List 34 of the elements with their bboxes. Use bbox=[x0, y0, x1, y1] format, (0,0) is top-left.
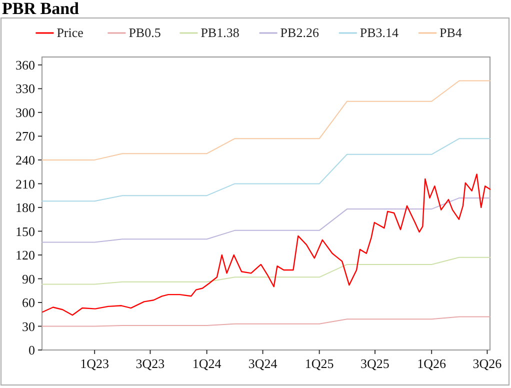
y-tick-label: 150 bbox=[16, 224, 35, 239]
y-tick-label: 240 bbox=[16, 152, 35, 168]
y-tick-label: 270 bbox=[16, 128, 35, 144]
x-tick-label: 3Q26 bbox=[472, 356, 502, 371]
x-tick-label: 1Q23 bbox=[80, 356, 110, 371]
line-series bbox=[42, 138, 490, 202]
x-tick-label: 3Q25 bbox=[360, 356, 390, 371]
x-tick-label: 3Q23 bbox=[136, 356, 165, 371]
y-tick-label: 60 bbox=[22, 295, 35, 310]
line-series bbox=[42, 316, 490, 327]
legend-label: PB4 bbox=[440, 25, 462, 40]
y-tick-label: 360 bbox=[16, 57, 35, 72]
chart-title: PBR Band bbox=[2, 0, 80, 18]
legend-label: Price bbox=[56, 25, 84, 40]
y-tick-label: 210 bbox=[16, 176, 35, 192]
legend-label: PB2.26 bbox=[280, 25, 320, 40]
y-tick-label: 330 bbox=[16, 81, 35, 96]
y-tick-label: 90 bbox=[22, 271, 35, 286]
y-tick-label: 120 bbox=[16, 248, 35, 263]
x-tick-label: 1Q25 bbox=[304, 356, 334, 371]
x-tick-label: 1Q26 bbox=[417, 356, 447, 371]
line-series bbox=[42, 174, 491, 316]
legend-label: PB1.38 bbox=[200, 25, 240, 40]
line-series bbox=[42, 197, 490, 243]
y-tick-label: 180 bbox=[16, 200, 35, 216]
y-tick-label: 300 bbox=[16, 104, 35, 120]
x-tick-label: 1Q24 bbox=[192, 356, 222, 371]
y-tick-label: 30 bbox=[22, 318, 35, 334]
legend-label: PB3.14 bbox=[360, 25, 400, 40]
line-series bbox=[42, 256, 490, 285]
y-tick-label: 0 bbox=[28, 342, 35, 358]
x-tick-label: 3Q24 bbox=[248, 356, 278, 371]
line-series bbox=[42, 80, 490, 160]
legend-label: PB0.5 bbox=[128, 25, 161, 40]
